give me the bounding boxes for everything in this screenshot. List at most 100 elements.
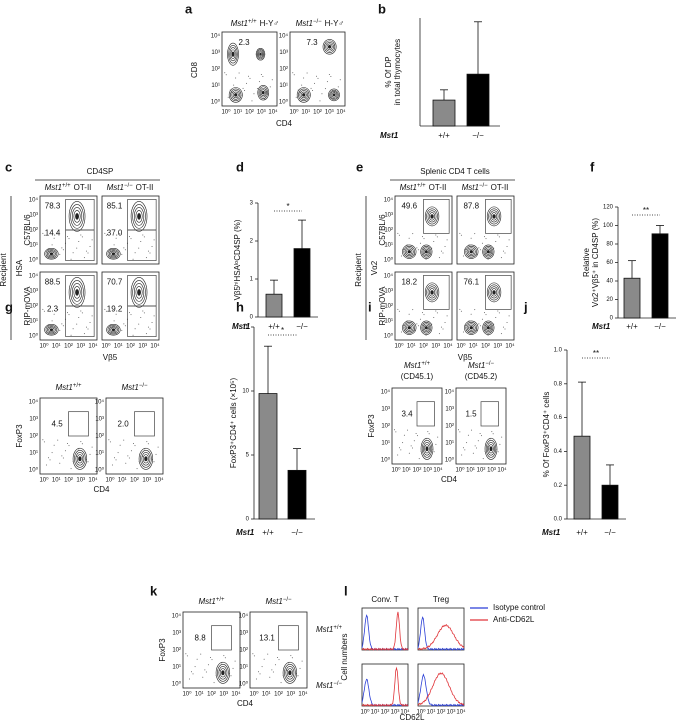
event-dot: [89, 245, 91, 247]
y-tick-label: 40: [606, 279, 613, 285]
contour: [465, 246, 478, 258]
gate-percentage: 3.4: [401, 410, 413, 419]
gate: [416, 401, 435, 427]
event-dot: [487, 258, 489, 260]
event-dot: [502, 326, 504, 328]
event-dot: [188, 678, 190, 680]
event-dot: [498, 236, 500, 238]
event-dot: [446, 239, 448, 241]
event-dot: [339, 79, 341, 81]
y-tick-label: 10¹: [279, 83, 288, 89]
event-dot: [483, 236, 485, 238]
event-dot: [479, 249, 481, 251]
event-dot: [416, 323, 418, 325]
event-dot: [61, 455, 63, 457]
y-tick-label: 10⁰: [279, 99, 289, 106]
contour: [325, 42, 334, 52]
genotype-superscript: +/+: [417, 183, 426, 189]
y-tick-label: 10³: [29, 289, 38, 295]
genotype-suffix: H-Y♂: [325, 19, 345, 28]
event-dot: [43, 441, 45, 443]
event-dot: [440, 326, 442, 328]
y-tick-label: 10³: [445, 407, 454, 413]
x-tick-label: 10³: [76, 478, 85, 484]
contour: [464, 320, 479, 335]
contour: [46, 326, 56, 334]
event-dot: [119, 444, 121, 446]
y-tick-label: 10³: [29, 213, 38, 219]
event-dot: [231, 91, 233, 93]
event-dot: [47, 457, 49, 459]
contour: [486, 282, 502, 303]
bar: [466, 73, 490, 127]
event-dot: [412, 447, 413, 449]
event-dot: [147, 443, 149, 445]
plot-frame: [101, 195, 160, 265]
contour: [108, 326, 118, 334]
event-dot: [459, 308, 461, 310]
flow-plot: 76.1 10⁰ 10¹ 10² 10³ 10⁴: [456, 271, 515, 350]
genotype-suffix: OT-II: [74, 183, 92, 192]
x-tick-label: 10²: [413, 468, 422, 474]
event-dot: [397, 232, 399, 234]
event-dot: [147, 326, 149, 328]
y-tick-label: 20: [606, 297, 613, 303]
y-tick-label: 10⁰: [95, 467, 105, 474]
event-dot: [466, 250, 468, 252]
event-dot: [326, 81, 328, 83]
row-label: RIP-mOVA: [378, 286, 387, 326]
x-tick-label: 10⁰: [455, 467, 465, 474]
event-dot: [278, 659, 280, 661]
event-dot: [467, 434, 469, 436]
x-tick-label: 10²: [477, 468, 486, 474]
event-dot: [398, 447, 400, 449]
event-dot: [262, 76, 264, 78]
y-tick-label: 10⁴: [381, 389, 391, 396]
event-dot: [108, 439, 110, 441]
event-dot: [238, 72, 240, 74]
y-tick-label: 0: [246, 517, 250, 523]
contour: [488, 208, 500, 225]
event-dot: [446, 315, 448, 317]
event-dot: [263, 658, 265, 660]
contour: [70, 204, 84, 229]
event-dot: [109, 248, 111, 250]
event-dot: [269, 676, 271, 678]
genotype-superscript: −/−: [333, 681, 342, 687]
gate-percentage: 4.5: [52, 420, 64, 429]
contour: [327, 45, 332, 49]
contour: [482, 320, 495, 335]
x-tick-label: 10³: [286, 692, 295, 698]
event-dot: [481, 318, 483, 320]
event-dot: [502, 250, 504, 252]
plot-frame: [391, 387, 443, 465]
gate: [485, 275, 512, 310]
event-dot: [70, 334, 72, 336]
contour: [330, 91, 338, 99]
event-dot: [489, 328, 491, 330]
x-tick-label: 10⁰: [249, 691, 259, 698]
axis-title: CD4: [276, 119, 293, 128]
event-dot: [138, 247, 140, 249]
x-tick-label: 10⁰: [105, 477, 115, 484]
event-dot: [293, 680, 295, 682]
row-group-label: Recipient: [0, 253, 8, 287]
contour: [230, 88, 242, 102]
event-dot: [504, 252, 506, 254]
event-dot: [61, 323, 63, 325]
event-dot: [419, 318, 421, 320]
event-dot: [417, 249, 419, 251]
event-dot: [468, 320, 470, 322]
event-dot: [413, 440, 415, 442]
event-dot: [91, 239, 93, 241]
y-tick-label: 0: [610, 316, 614, 322]
event-dot: [62, 457, 64, 459]
x-tick-label: 10³: [219, 692, 228, 698]
event-dot: [464, 449, 466, 451]
event-dot: [151, 459, 153, 461]
contour: [407, 326, 411, 330]
x-tick-label: 10²: [207, 692, 216, 698]
event-dot: [337, 86, 339, 88]
event-dot: [478, 323, 480, 325]
